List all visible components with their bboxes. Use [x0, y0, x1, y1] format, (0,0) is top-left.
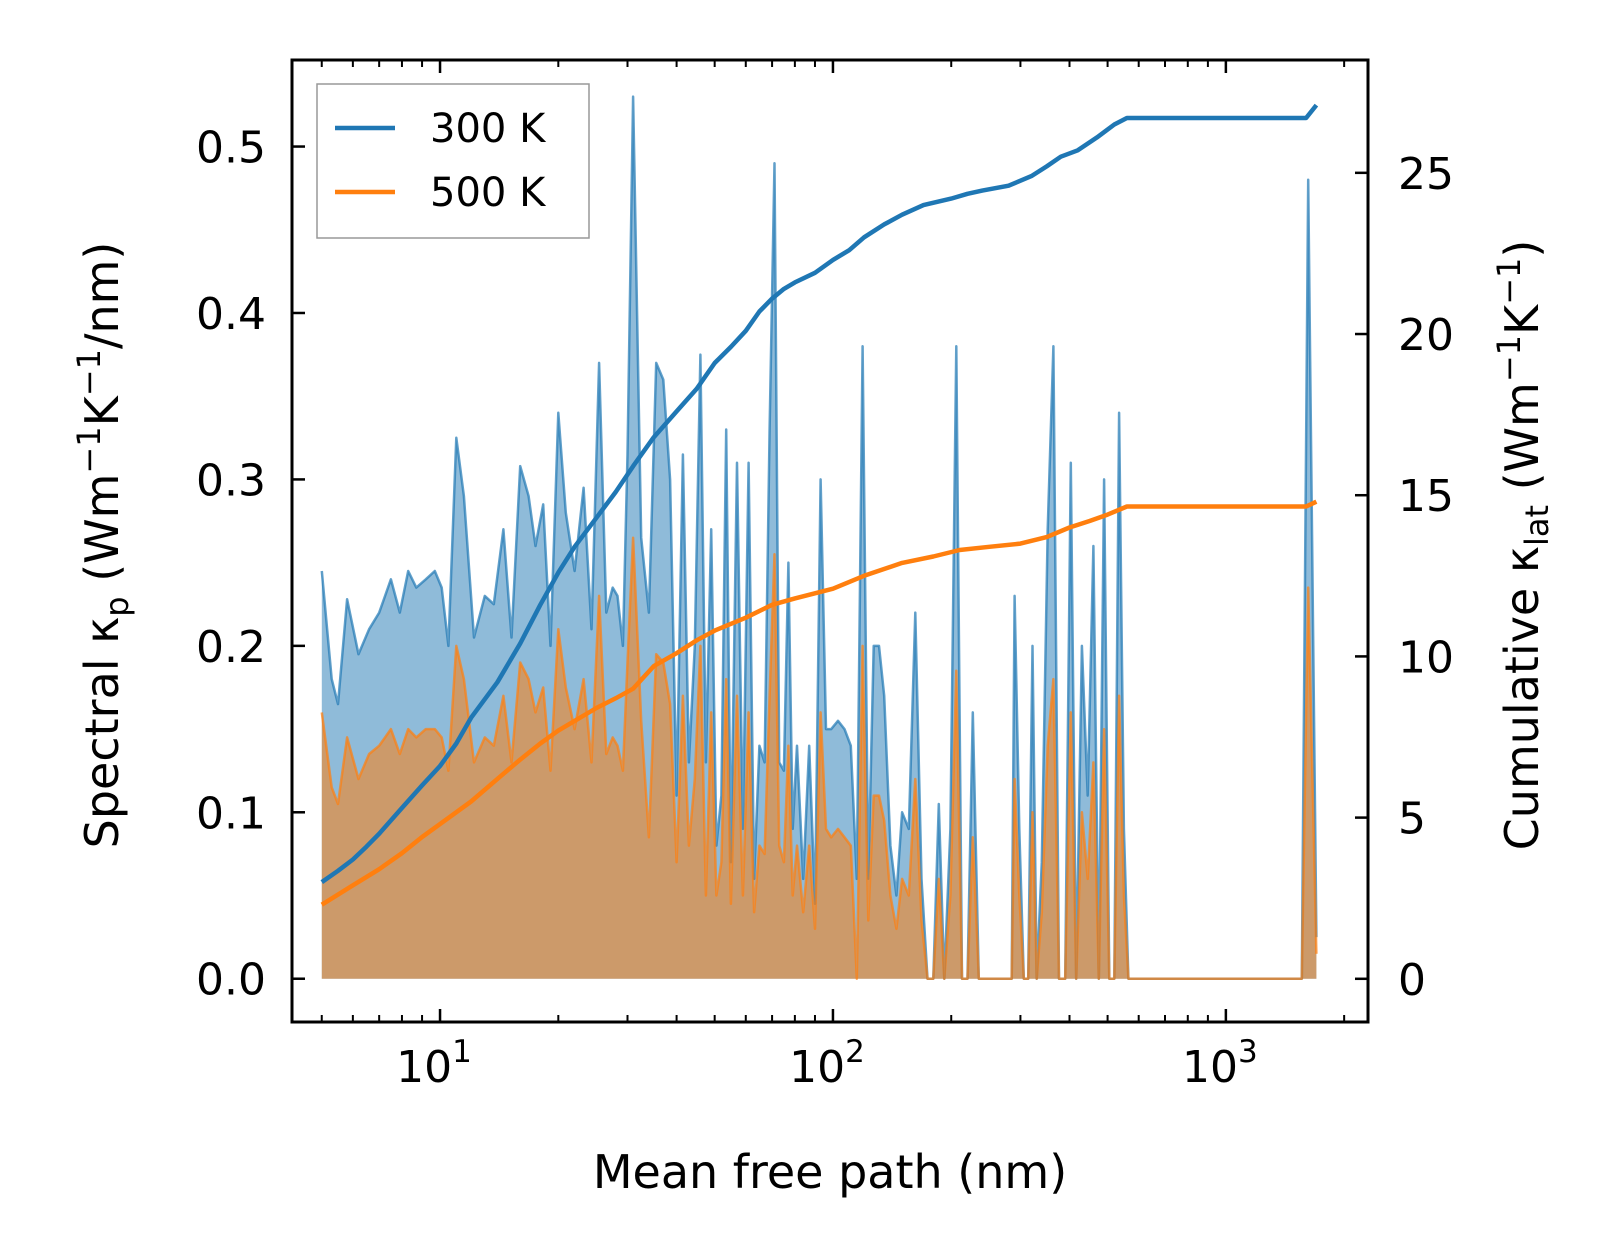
right-axis-title: Cumulative κlat (Wm−1K−1)	[1490, 240, 1556, 851]
legend-box	[316, 83, 590, 239]
left-axis-title-sub: p	[98, 596, 136, 616]
x-tick-label-exponent: 3	[1238, 1034, 1258, 1070]
x-axis: 101 102 103	[320, 60, 1346, 1093]
y-left-tick-label: 0.2	[196, 622, 266, 673]
left-axis-title-prefix: Spectral κ	[75, 617, 129, 849]
x-tick-label: 103	[1182, 1034, 1258, 1093]
right-axis-title-sup-b: −1	[1490, 258, 1528, 305]
y-left-tick-label: 0.3	[196, 455, 266, 506]
y-left-tick-label: 0.1	[196, 788, 266, 839]
left-axis-title-sup-a: −1	[70, 426, 108, 473]
x-tick-label: 102	[789, 1034, 865, 1093]
x-tick-label-exponent: 2	[845, 1034, 865, 1070]
right-axis-title-units-c: )	[1495, 240, 1549, 258]
left-axis-title-units-a: (Wm	[75, 474, 129, 597]
x-tick-label-base: 10	[396, 1042, 452, 1093]
y-right-tick-label: 5	[1398, 794, 1426, 845]
x-tick-label-base: 10	[1182, 1042, 1238, 1093]
y-right-tick-label: 20	[1398, 310, 1454, 361]
y-right-tick-label: 0	[1398, 955, 1426, 1006]
right-axis-title-sup-a: −1	[1490, 335, 1528, 382]
x-tick-label-exponent: 1	[452, 1034, 472, 1070]
x-axis-title: Mean free path (nm)	[593, 1145, 1067, 1199]
y-left-tick-label: 0.0	[196, 955, 266, 1006]
spectral-line-300k	[320, 95, 1318, 980]
y-right-tick-label: 15	[1398, 471, 1454, 522]
right-axis-title-sub: lat	[1518, 505, 1556, 546]
legend-label-500k: 500 K	[430, 170, 547, 216]
y-left-tick-label: 0.4	[196, 289, 266, 340]
left-axis-title-sup-b: −1	[70, 349, 108, 396]
cumulative-line-300k	[320, 103, 1319, 884]
cumulative-line-500k	[320, 499, 1318, 907]
right-axis-title-prefix: Cumulative κ	[1495, 546, 1549, 850]
right-axis-title-units-a: (Wm	[1495, 382, 1549, 505]
y-right-tick-label: 10	[1398, 632, 1454, 683]
left-axis-title: Spectral κp (Wm−1K−1/nm)	[70, 242, 136, 849]
x-tick-label-base: 10	[789, 1042, 845, 1093]
legend: 300 K 500 K	[316, 83, 590, 239]
plot-frame	[290, 58, 1370, 1024]
spectral-line-layer	[320, 95, 1318, 980]
right-y-axis: 0 5 10 15 20 25	[1355, 149, 1454, 1006]
left-y-axis: 0.0 0.1 0.2 0.3 0.4 0.5	[196, 123, 305, 1006]
y-right-tick-label: 25	[1398, 149, 1454, 200]
legend-label-300k: 300 K	[430, 106, 547, 152]
spectral-line-500k	[320, 536, 1318, 980]
x-tick-label: 101	[396, 1034, 472, 1093]
left-axis-title-units-b: K	[75, 394, 129, 426]
cumulative-line-layer	[320, 103, 1319, 907]
right-axis-title-units-b: K	[1495, 303, 1549, 335]
left-axis-title-units-c: /nm)	[75, 242, 129, 349]
y-left-tick-label: 0.5	[196, 123, 266, 174]
